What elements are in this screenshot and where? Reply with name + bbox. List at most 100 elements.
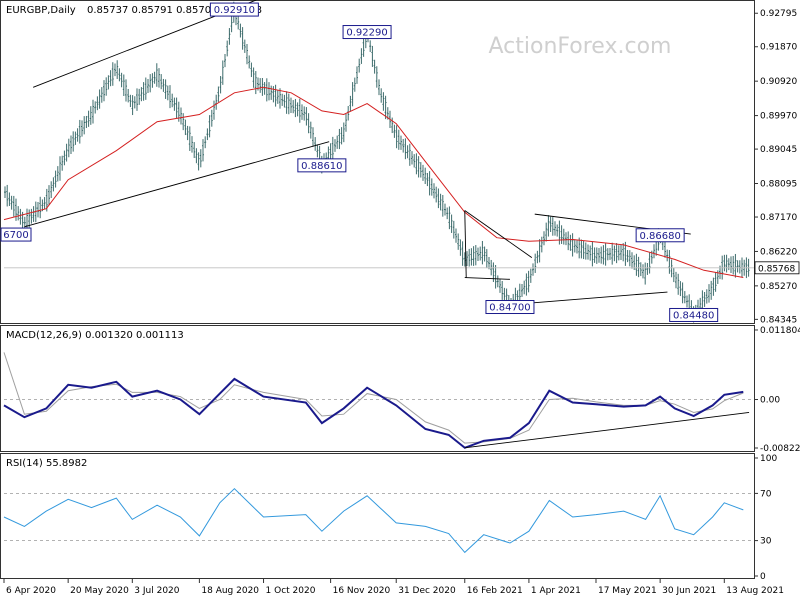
ohlc-readout: 0.85737 0.85791 0.85708 0.85768 <box>87 5 262 16</box>
price-bar <box>730 256 732 273</box>
price-bar <box>547 215 550 237</box>
x-tick-label: 1 Oct 2020 <box>266 586 316 596</box>
price-bar <box>600 246 603 264</box>
price-bar <box>63 150 66 166</box>
price-bar <box>496 275 499 288</box>
price-bar <box>296 102 299 117</box>
price-bar <box>400 135 402 150</box>
price-bar <box>120 72 123 88</box>
price-bar <box>545 222 548 242</box>
price-y-tick-label: 0.85270 <box>760 282 797 292</box>
price-bar <box>602 245 605 265</box>
x-tick-label: 6 Apr 2020 <box>6 586 56 596</box>
x-tick-label: 30 Jun 2021 <box>662 586 716 596</box>
price-bar <box>426 172 429 187</box>
price-annotation-label: 0.88610 <box>301 161 342 172</box>
price-bar <box>595 247 598 264</box>
price-bar <box>444 203 446 216</box>
price-bar <box>433 183 435 199</box>
price-bar <box>353 77 356 92</box>
x-tick-label: 18 Aug 2020 <box>201 586 259 596</box>
price-bar <box>162 78 165 92</box>
watermark: ActionForex.com <box>489 34 672 59</box>
price-bar <box>424 167 427 185</box>
price-bar <box>158 68 160 88</box>
price-bar <box>239 23 242 38</box>
price-bar <box>617 245 620 261</box>
price-bar <box>589 245 592 261</box>
price-bar <box>554 221 556 236</box>
price-bar <box>147 78 149 93</box>
price-bar <box>360 48 363 64</box>
price-bar <box>175 97 178 119</box>
rsi-y-axis: 100 70 30 0 <box>754 454 777 582</box>
price-bar <box>182 113 185 131</box>
price-bar <box>536 250 539 264</box>
price-bar <box>184 119 187 136</box>
price-bar <box>430 178 433 196</box>
price-bar <box>155 63 158 87</box>
price-bar <box>499 278 501 293</box>
price-bar <box>518 283 521 303</box>
rsi-panel-frame <box>0 453 755 579</box>
price-bar <box>615 243 618 264</box>
price-bar <box>472 246 475 266</box>
price-bar <box>59 156 61 181</box>
price-bar <box>725 254 728 273</box>
price-bar <box>408 143 411 166</box>
price-bar <box>461 241 464 266</box>
price-bar <box>705 289 708 304</box>
price-bar <box>395 125 398 149</box>
price-bar <box>204 136 207 149</box>
price-bar <box>459 239 462 256</box>
price-bar <box>413 154 416 168</box>
price-bar <box>356 66 358 84</box>
price-bar <box>611 242 614 265</box>
price-bar <box>450 214 453 233</box>
price-bar <box>314 137 317 151</box>
price-bar <box>404 138 407 160</box>
price-bar <box>485 249 488 269</box>
price-bar <box>569 234 572 251</box>
current-price-label: 0.85768 <box>758 264 795 274</box>
price-bar <box>538 239 541 263</box>
price-bar <box>283 94 286 108</box>
price-bar <box>397 129 400 150</box>
price-annotation-label: 6700 <box>3 230 28 241</box>
price-bar <box>127 88 130 103</box>
price-bar <box>455 228 457 243</box>
price-bar <box>631 252 633 269</box>
price-bar <box>76 128 79 142</box>
price-bar <box>226 40 229 57</box>
macd-y-tick-label: 0.011804 <box>760 326 800 336</box>
price-bar <box>613 245 616 262</box>
price-bar <box>380 88 383 103</box>
price-annotation: 0.92910 <box>209 2 259 17</box>
price-bar <box>417 156 420 178</box>
price-bar <box>12 195 15 217</box>
price-bar <box>587 244 589 260</box>
price-bar <box>50 181 53 198</box>
price-bar <box>30 208 33 224</box>
price-bar <box>435 186 438 203</box>
price-trendline <box>464 210 533 258</box>
price-bar <box>540 236 543 253</box>
price-annotation: 0.92290 <box>342 25 392 40</box>
price-bar <box>74 131 77 145</box>
price-bar <box>477 247 479 262</box>
price-y-tick-label: 0.90920 <box>760 77 797 87</box>
rsi-levels <box>4 492 754 541</box>
price-bar <box>265 78 268 102</box>
price-bar <box>281 93 284 106</box>
price-bar <box>105 77 108 96</box>
symbol-label: EURGBP,Daily <box>6 5 76 16</box>
price-bar <box>28 209 31 228</box>
price-bar <box>259 78 262 93</box>
price-bar <box>582 240 585 260</box>
price-bar <box>598 247 600 263</box>
x-tick-label: 3 Jul 2020 <box>134 586 179 596</box>
price-bar <box>373 59 376 74</box>
price-annotations: 0.92910 0.92290 0.88610 0.84700 0.86680 0.844… <box>0 2 719 322</box>
macd-y-tick-label: 0.00 <box>760 396 780 406</box>
price-annotation-label: 0.86680 <box>639 231 680 242</box>
